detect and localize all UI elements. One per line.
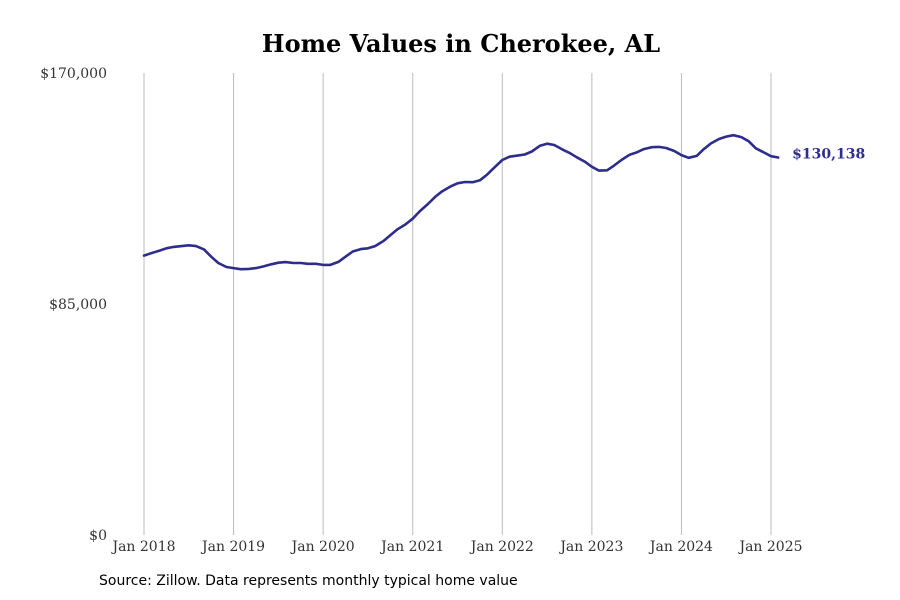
series-line [142,133,780,271]
y-tick-label: $170,000 [40,66,107,82]
chart-title: Home Values in Cherokee, AL [262,29,660,58]
x-tick-label: Jan 2024 [648,539,713,555]
x-tick-label: Jan 2020 [290,539,355,555]
x-tick-label: Jan 2022 [469,539,534,555]
line-chart: Home Values in Cherokee, AL Jan 2018 Jan … [40,29,865,555]
y-tick-label: $85,000 [49,297,107,313]
x-tick-label: Jan 2018 [110,539,175,555]
end-value-label: $130,138 [792,147,865,163]
x-tick-label: Jan 2021 [379,539,444,555]
x-tick-label: Jan 2025 [737,539,802,555]
series-layer: $130,138 [142,133,865,271]
grid-lines [143,73,772,535]
x-tick-label: Jan 2023 [558,539,623,555]
y-tick-label: $0 [89,528,107,544]
source-note: Source: Zillow. Data represents monthly … [99,573,518,589]
axis-ticks: Jan 2018 Jan 2019 Jan 2020 Jan 2021 Jan 2022… [40,66,802,555]
x-tick-label: Jan 2019 [200,539,265,555]
